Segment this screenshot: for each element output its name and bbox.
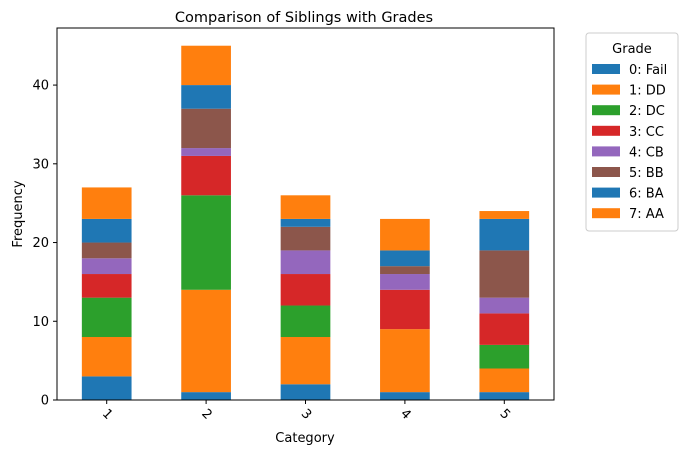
x-axis-label: Category	[275, 431, 335, 446]
y-tick-label: 30	[32, 157, 49, 172]
legend-swatch	[592, 64, 620, 74]
bar-segment-cat2-s6	[181, 85, 231, 109]
bar-segment-cat4-s6	[380, 250, 430, 267]
y-tick-label: 20	[32, 236, 49, 251]
legend-title: Grade	[612, 42, 652, 57]
bar-segment-cat1-s6	[81, 218, 132, 243]
bar-segment-cat5-s6	[479, 218, 530, 251]
y-axis: 0 10 20 30 40	[32, 79, 57, 409]
bar-segment-cat3-s0	[280, 384, 331, 400]
legend: Grade 0: Fail 1: DD 2: DC 3: CC 4: CB 5: BB 6:…	[585, 32, 679, 232]
bar-segment-cat3-s4	[280, 250, 331, 275]
legend-label: 4: CB	[629, 145, 664, 160]
legend-label: 7: AA	[629, 207, 664, 222]
y-axis-label: Frequency	[11, 180, 26, 247]
legend-swatch	[592, 167, 620, 177]
bar-segment-cat1-s7	[81, 187, 132, 219]
bar-segment-cat5-s7	[479, 211, 530, 219]
bar-segment-cat1-s5	[81, 242, 132, 259]
bar-segment-cat1-s1	[81, 337, 132, 377]
bar-segment-cat4-s5	[380, 266, 430, 275]
legend-swatch	[592, 84, 620, 95]
bar-segment-cat2-s5	[181, 108, 231, 149]
legend-label: 0: Fail	[629, 63, 667, 78]
bar-segment-cat1-s3	[81, 274, 132, 298]
legend-label: 1: DD	[629, 84, 666, 99]
x-axis: 1 2 3 4 5	[99, 400, 513, 423]
legend-swatch	[592, 146, 620, 157]
bar-segment-cat3-s5	[280, 226, 331, 251]
bar-segment-cat5-s0	[479, 392, 530, 400]
bar-segment-cat4-s1	[380, 329, 430, 393]
x-tick-label: 4	[397, 406, 413, 422]
x-tick-label: 3	[298, 406, 314, 422]
bar-segment-cat5-s4	[479, 297, 530, 314]
legend-label: 5: BB	[629, 166, 664, 181]
bar-segment-cat1-s2	[81, 297, 132, 338]
legend-label: 2: DC	[629, 104, 665, 119]
chart-title: Comparison of Siblings with Grades	[175, 10, 433, 26]
bar-segment-cat4-s7	[380, 218, 430, 251]
legend-swatch	[592, 105, 620, 116]
bar-segment-cat4-s0	[380, 392, 430, 400]
bars-layer	[81, 45, 530, 400]
bar-segment-cat2-s4	[181, 148, 231, 156]
bar-segment-cat5-s2	[479, 344, 530, 369]
bar-segment-cat2-s1	[181, 289, 231, 393]
legend-swatch	[592, 187, 620, 198]
legend-swatch	[592, 125, 620, 136]
bar-segment-cat2-s2	[181, 195, 231, 290]
bar-segment-cat5-s1	[479, 368, 530, 393]
y-tick-label: 40	[32, 79, 49, 94]
bar-segment-cat2-s7	[181, 45, 231, 86]
bar-segment-cat3-s3	[280, 274, 331, 306]
bar-segment-cat3-s6	[280, 218, 331, 227]
legend-label: 6: BA	[629, 187, 664, 202]
bar-segment-cat4-s3	[380, 289, 430, 330]
bar-segment-cat2-s0	[181, 392, 231, 400]
bar-segment-cat3-s2	[280, 305, 331, 338]
legend-swatch	[592, 208, 620, 219]
y-tick-label: 10	[32, 315, 49, 330]
legend-label: 3: CC	[629, 125, 664, 140]
bar-segment-cat3-s7	[280, 195, 331, 219]
bar-segment-cat5-s3	[479, 313, 530, 345]
bar-segment-cat5-s5	[479, 250, 530, 298]
bar-segment-cat1-s0	[81, 376, 132, 400]
x-tick-label: 1	[99, 406, 115, 422]
bar-segment-cat2-s3	[181, 155, 231, 196]
bar-segment-cat3-s1	[280, 337, 331, 385]
bar-segment-cat4-s4	[380, 274, 430, 290]
x-tick-label: 5	[497, 406, 513, 422]
bar-segment-cat1-s4	[81, 258, 132, 275]
legend-box	[585, 32, 679, 232]
x-tick-label: 2	[198, 406, 214, 422]
y-tick-label: 0	[41, 394, 49, 409]
